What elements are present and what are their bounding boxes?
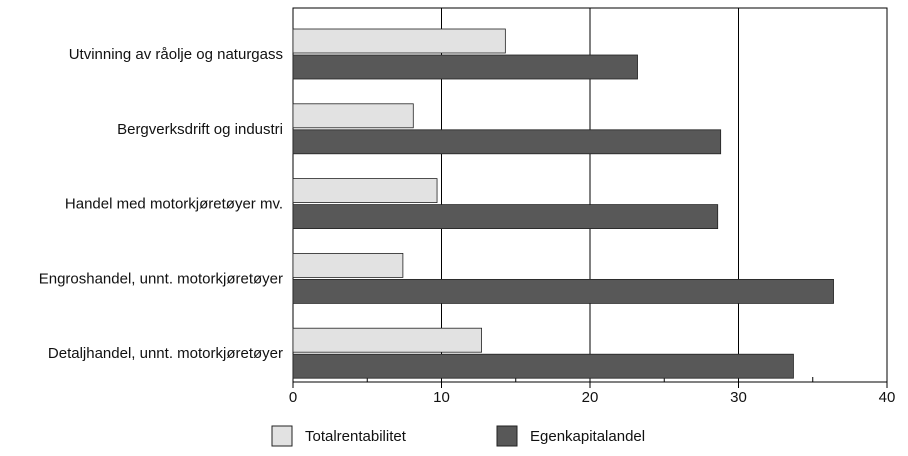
bar [292, 178, 438, 204]
legend-label: Egenkapitalandel [530, 428, 645, 445]
bar [292, 103, 414, 129]
x-tick-label: 10 [433, 389, 450, 406]
bar [292, 327, 482, 353]
y-tick-label: Bergverksdrift og industri [117, 121, 283, 138]
legend-swatch [496, 425, 518, 447]
legend-label: Totalrentabilitet [305, 428, 407, 445]
bar [292, 54, 638, 80]
y-tick-label: Engroshandel, unnt. motorkjøretøyer [39, 270, 283, 287]
bar [292, 278, 834, 304]
bar [292, 204, 719, 230]
bar [292, 28, 506, 54]
y-tick-label: Handel med motorkjøretøyer mv. [65, 196, 283, 213]
x-tick-label: 20 [582, 389, 599, 406]
bar [292, 353, 794, 379]
y-tick-label: Detaljhandel, unnt. motorkjøretøyer [48, 345, 283, 362]
y-tick-label: Utvinning av råolje og naturgass [69, 46, 283, 63]
legend-swatch [271, 425, 293, 447]
bar [292, 252, 404, 278]
x-tick-label: 40 [879, 389, 896, 406]
x-tick-label: 0 [289, 389, 297, 406]
bar [292, 129, 722, 155]
x-tick-label: 30 [730, 389, 747, 406]
